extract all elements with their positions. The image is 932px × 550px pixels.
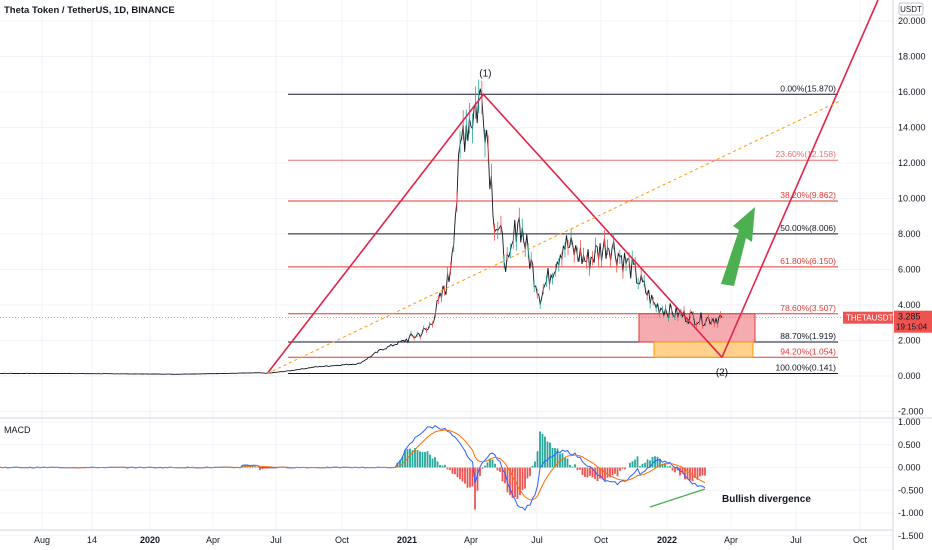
macd-axis[interactable]: 1.000 0.500 0.000 -0.500 -1.000 -1.500 xyxy=(898,417,924,541)
time-tick-label: Oct xyxy=(335,535,350,545)
last-price-symbol: THETAUSDT xyxy=(846,314,894,323)
price-tick-label: 20.000 xyxy=(898,16,926,26)
fib-level-label: 23.60%(12.158) xyxy=(776,149,837,159)
price-tick-label: 8.000 xyxy=(898,229,921,239)
last-price-symbol-badge[interactable] xyxy=(843,311,893,324)
symbol-title: Theta Token / TetherUS, 1D, BINANCE xyxy=(4,5,175,16)
fib-level-label: 38.20%(9.862) xyxy=(780,190,836,200)
bullish-arrow[interactable] xyxy=(721,207,755,286)
trend-line[interactable] xyxy=(267,100,841,374)
time-tick-label: 2021 xyxy=(397,535,417,545)
time-tick-label: Jul xyxy=(790,535,802,545)
time-tick-label: Jul xyxy=(270,535,282,545)
time-tick-label: Oct xyxy=(853,535,868,545)
wave-label-1: (1) xyxy=(479,68,491,79)
wave-line[interactable] xyxy=(266,93,723,374)
price-tick-label: 10.000 xyxy=(898,194,926,204)
price-axis[interactable]: 20.000 18.000 16.000 14.000 12.000 10.000 8.00… xyxy=(898,16,926,417)
time-tick-label: 14 xyxy=(87,535,97,545)
price-tick-label: 14.000 xyxy=(898,123,926,133)
macd-tick-label: -0.500 xyxy=(898,485,924,495)
macd-tick-label: 0.500 xyxy=(898,440,921,450)
grid xyxy=(0,0,893,537)
macd-tick-label: -1.500 xyxy=(898,531,924,541)
fib-level-label: 0.00%(15.870) xyxy=(780,83,836,93)
support-zone-box[interactable] xyxy=(653,341,754,358)
price-tick-label: 16.000 xyxy=(898,87,926,97)
time-axis[interactable]: Aug 14 2020 Apr Jul Oct 2021 Apr Jul Oct 2022 Apr Ju… xyxy=(34,535,868,545)
time-tick-label: 2020 xyxy=(140,535,160,545)
price-tick-label: 2.000 xyxy=(898,336,921,346)
wave-drawings[interactable]: (1) (2) xyxy=(266,0,879,378)
time-tick-label: Apr xyxy=(206,535,220,545)
last-price-value-badge[interactable] xyxy=(894,310,932,333)
price-tick-label: 0.000 xyxy=(898,371,921,381)
fib-level-label: 61.80%(6.150) xyxy=(780,256,836,266)
time-tick-label: Apr xyxy=(464,535,478,545)
price-tick-label: 12.000 xyxy=(898,158,926,168)
macd-tick-label: 0.000 xyxy=(898,463,921,473)
time-tick-label: Oct xyxy=(594,535,609,545)
price-tick-label: 6.000 xyxy=(898,265,921,275)
currency-label: USDT xyxy=(900,5,922,14)
wave-label-2: (2) xyxy=(716,367,728,378)
macd-pane: Bullish divergence xyxy=(0,424,811,511)
price-tick-label: -2.000 xyxy=(898,407,924,417)
price-line xyxy=(0,88,723,375)
time-tick-label: 2022 xyxy=(657,535,677,545)
time-tick-label: Jul xyxy=(531,535,543,545)
price-tick-label: 18.000 xyxy=(898,52,926,62)
currency-badge[interactable]: USDT xyxy=(898,2,924,16)
macd-tick-label: 1.000 xyxy=(898,417,921,427)
wave-projection-line[interactable] xyxy=(721,0,879,358)
price-tick-label: 4.000 xyxy=(898,300,921,310)
fib-level-label: 100.00%(0.141) xyxy=(776,362,837,372)
time-tick-label: Apr xyxy=(724,535,738,545)
fib-level-label: 94.20%(1.054) xyxy=(780,346,836,356)
divergence-line[interactable] xyxy=(649,488,706,508)
macd-tick-label: -1.000 xyxy=(898,508,924,518)
last-price-value: 3.285 xyxy=(898,312,921,322)
signal-line xyxy=(0,429,706,501)
fib-level-label: 50.00%(8.006) xyxy=(780,223,836,233)
divergence-annotation: Bullish divergence xyxy=(722,494,811,505)
fib-level-label: 88.70%(1.919) xyxy=(780,331,836,341)
time-tick-label: Aug xyxy=(34,535,50,545)
fib-level-label: 78.60%(3.507) xyxy=(780,303,836,313)
last-price-countdown: 19:15:04 xyxy=(896,323,928,332)
macd-title: MACD xyxy=(4,425,31,435)
